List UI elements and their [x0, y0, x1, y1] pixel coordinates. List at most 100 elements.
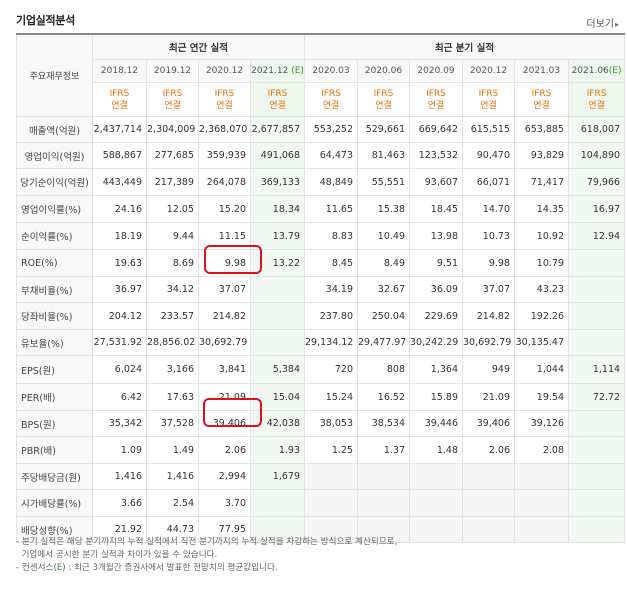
table-cell: 15.38 [357, 195, 410, 223]
table-cell: 1.49 [146, 436, 199, 464]
table-cell: 30,135.47 [514, 329, 569, 356]
table-cell: 10.92 [514, 222, 569, 250]
table-cell: 553,252 [304, 116, 358, 143]
table-cell: 8.49 [357, 249, 410, 277]
table-cell: 10.73 [462, 222, 515, 250]
table-cell: 588,867 [92, 142, 147, 169]
table-cell: 39,126 [514, 410, 569, 437]
table-cell: 38,053 [304, 410, 358, 437]
table-cell: 8.83 [304, 222, 358, 250]
table-cell [567, 302, 626, 330]
financial-table: 주요재무정보 최근 연간 실적 최근 분기 실적 2018.12 2019.12 2… [16, 33, 626, 543]
table-cell: 10.49 [357, 222, 410, 250]
table-cell: 30,692.79 [198, 329, 251, 356]
table-cell [250, 489, 305, 517]
ifrs-basis-header: IFRS 연결 [357, 82, 410, 117]
row-label: 부채비율(%) [16, 276, 93, 303]
table-row: 당기순이익(억원) 443,449 217,389 264,078 369,133 48,… [16, 168, 626, 196]
quarter-period-header: 2020.12 [462, 59, 515, 83]
table-cell: 48,849 [304, 168, 358, 196]
table-cell: 90,470 [462, 142, 515, 169]
table-cell: 3,166 [146, 355, 199, 384]
table-cell: 37.07 [462, 276, 515, 303]
table-cell [250, 302, 305, 330]
more-link[interactable]: 더보기▸ [586, 15, 619, 30]
quarter-period-header: 2020.06 [357, 59, 410, 83]
table-cell: 1.09 [92, 436, 147, 464]
ifrs-basis-header: IFRS 연결 [304, 82, 358, 117]
table-cell: 491,068 [250, 142, 305, 169]
table-cell: 1,416 [146, 463, 199, 490]
table-row: ROE(%) 19.63 8.69 9.98 13.22 8.45 8.49 9.51 9.98… [16, 249, 626, 277]
table-cell: 123,532 [409, 142, 463, 169]
table-cell: 618,007 [567, 116, 626, 143]
table-cell: 808 [357, 355, 410, 384]
ifrs-basis-header: IFRS 연결 [146, 82, 199, 117]
table-cell: 93,607 [409, 168, 463, 196]
table-cell: 9.44 [146, 222, 199, 250]
row-label: 시가배당률(%) [16, 489, 93, 517]
table-cell: 16.52 [357, 383, 410, 411]
table-cell: 669,642 [409, 116, 463, 143]
table-cell: 19.63 [92, 249, 147, 277]
table-cell: 6,024 [92, 355, 147, 384]
chevron-right-icon: ▸ [614, 20, 619, 29]
table-cell: 217,389 [146, 168, 199, 196]
table-cell: 28,856.02 [146, 329, 199, 356]
table-cell: 949 [462, 355, 515, 384]
table-cell: 72.72 [567, 383, 626, 411]
table-cell: 18.45 [409, 195, 463, 223]
annual-period-header: 2019.12 [146, 59, 199, 83]
table-cell: 2.06 [462, 436, 515, 464]
table-cell [304, 489, 358, 517]
table-row: 배당성향(%) 21.92 44.73 77.95 [16, 516, 626, 543]
table-cell: 13.22 [250, 249, 305, 277]
table-cell: 34.19 [304, 276, 358, 303]
table-cell [409, 516, 463, 543]
row-label: 영업이익(억원) [16, 142, 93, 169]
table-cell: 39,406 [462, 410, 515, 437]
table-cell: 1,679 [250, 463, 305, 490]
table-cell: 18.19 [92, 222, 147, 250]
table-cell: 8.45 [304, 249, 358, 277]
table-cell: 2.06 [198, 436, 251, 464]
table-cell: 16.97 [567, 195, 626, 223]
row-label: BPS(원) [16, 410, 93, 437]
table-row: EPS(원) 6,024 3,166 3,841 5,384 720 808 1,364 949… [16, 355, 626, 384]
table-cell: 43.23 [514, 276, 569, 303]
table-cell [514, 516, 569, 543]
table-cell: 10.79 [514, 249, 569, 277]
table-cell: 21.09 [198, 383, 251, 411]
table-cell: 17.63 [146, 383, 199, 411]
table-cell: 19.54 [514, 383, 569, 411]
table-cell: 30,692.79 [462, 329, 515, 356]
table-cell: 250.04 [357, 302, 410, 330]
table-row: 영업이익(억원) 588,867 277,685 359,939 491,068 64,4… [16, 142, 626, 169]
table-cell: 1,114 [567, 355, 626, 384]
row-label: 주당배당금(원) [16, 463, 93, 490]
table-cell: 8.69 [146, 249, 199, 277]
highlight-roe-2020 [204, 245, 262, 274]
row-label: 당좌비율(%) [16, 302, 93, 330]
table-cell: 29,477.97 [357, 329, 410, 356]
table-cell [409, 489, 463, 517]
table-cell: 38,534 [357, 410, 410, 437]
section-title: 기업실적분석 [16, 14, 75, 27]
table-cell [250, 276, 305, 303]
footnote-1: - 분기 실적은 해당 분기까지의 누적 실적에서 직전 분기까지의 누적 실적… [16, 537, 398, 547]
table-cell: 233.57 [146, 302, 199, 330]
table-cell [567, 249, 626, 277]
quarter-period-header: 2020.09 [409, 59, 463, 83]
table-cell: 35,342 [92, 410, 147, 437]
table-cell: 653,885 [514, 116, 569, 143]
table-cell [567, 463, 626, 490]
table-row: 영업이익률(%) 24.16 12.05 15.20 18.34 11.65 15.38 18… [16, 195, 626, 223]
table-cell: 81,463 [357, 142, 410, 169]
table-cell: 237.80 [304, 302, 358, 330]
table-cell: 12.94 [567, 222, 626, 250]
table-cell: 12.05 [146, 195, 199, 223]
table-cell: 27,531.92 [92, 329, 147, 356]
ifrs-basis-header: IFRS 연결 [462, 82, 515, 117]
table-row: BPS(원) 35,342 37,528 39,406 42,038 38,053 38,5… [16, 410, 626, 437]
table-cell [462, 489, 515, 517]
